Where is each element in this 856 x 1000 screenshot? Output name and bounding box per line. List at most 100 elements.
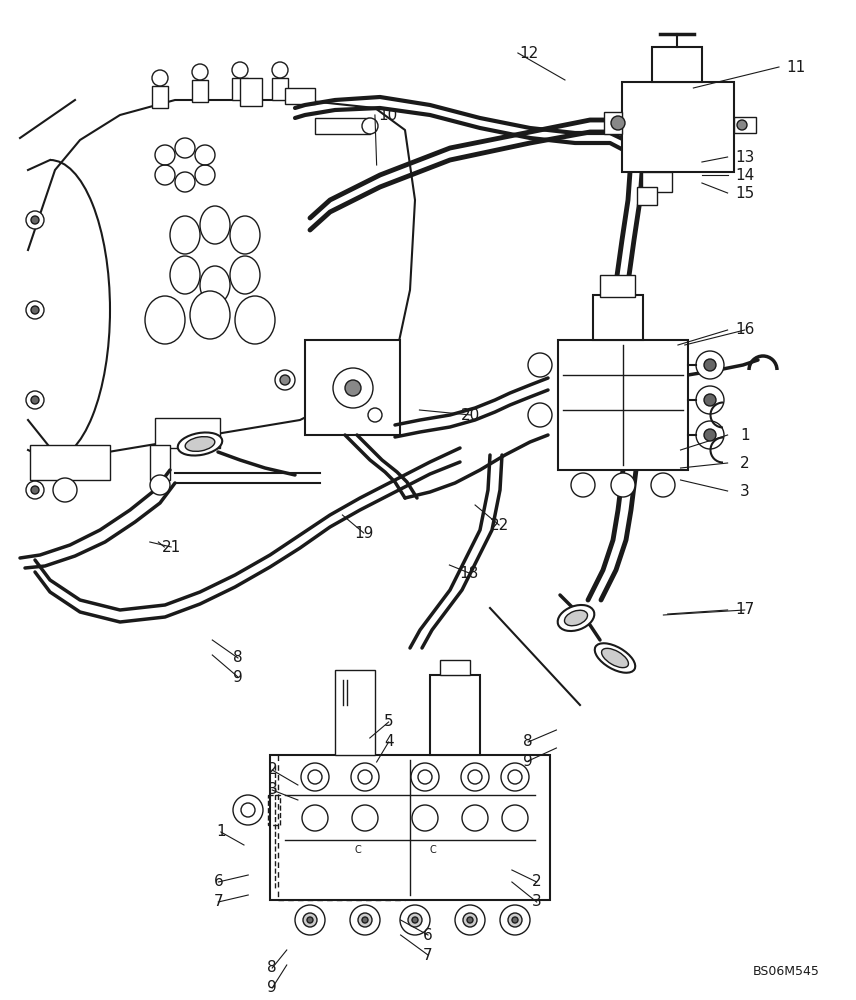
Bar: [642, 172, 672, 192]
Circle shape: [528, 403, 552, 427]
Bar: [622, 82, 734, 172]
Text: 12: 12: [520, 45, 538, 60]
Text: 22: 22: [490, 518, 508, 532]
Text: 1: 1: [740, 428, 750, 442]
Circle shape: [704, 394, 716, 406]
Text: 2: 2: [267, 762, 277, 778]
Circle shape: [303, 913, 317, 927]
Bar: [430, 675, 480, 755]
Bar: [155, 418, 220, 448]
Circle shape: [31, 216, 39, 224]
Ellipse shape: [564, 610, 587, 626]
Text: 8: 8: [523, 734, 533, 750]
Circle shape: [611, 473, 635, 497]
Circle shape: [704, 359, 716, 371]
Circle shape: [280, 375, 290, 385]
Text: BS06M545: BS06M545: [753, 965, 820, 978]
Bar: [285, 88, 315, 104]
Text: 15: 15: [735, 186, 754, 200]
Circle shape: [351, 763, 379, 791]
Bar: [604, 112, 622, 134]
Bar: [268, 795, 280, 825]
Text: 18: 18: [460, 566, 479, 580]
Text: 7: 7: [213, 894, 223, 910]
Bar: [335, 670, 375, 755]
Text: C: C: [354, 845, 361, 855]
Circle shape: [152, 70, 168, 86]
Circle shape: [302, 805, 328, 831]
Circle shape: [512, 917, 518, 923]
Text: 6: 6: [213, 874, 223, 890]
Circle shape: [462, 805, 488, 831]
Circle shape: [272, 62, 288, 78]
Circle shape: [362, 118, 378, 134]
Ellipse shape: [235, 296, 275, 344]
Text: 8: 8: [267, 960, 277, 976]
Circle shape: [408, 913, 422, 927]
Text: 2: 2: [532, 874, 542, 890]
Bar: [558, 340, 688, 470]
Ellipse shape: [602, 648, 628, 668]
Circle shape: [467, 917, 473, 923]
Bar: [305, 340, 400, 435]
Circle shape: [611, 116, 625, 130]
Circle shape: [233, 795, 263, 825]
Circle shape: [26, 391, 44, 409]
Text: 5: 5: [383, 714, 394, 730]
Ellipse shape: [170, 216, 200, 254]
Ellipse shape: [145, 296, 185, 344]
Circle shape: [26, 211, 44, 229]
Bar: [192, 80, 208, 102]
Text: 7: 7: [423, 948, 433, 962]
Circle shape: [350, 905, 380, 935]
Circle shape: [275, 370, 295, 390]
Text: 3: 3: [267, 782, 277, 798]
Text: 2: 2: [740, 456, 750, 471]
Circle shape: [704, 429, 716, 441]
Text: 10: 10: [378, 107, 397, 122]
Circle shape: [500, 905, 530, 935]
Text: 8: 8: [233, 650, 243, 666]
Circle shape: [241, 803, 255, 817]
Text: 9: 9: [267, 980, 277, 996]
Text: 21: 21: [162, 540, 181, 554]
Bar: [593, 295, 643, 340]
Bar: [30, 445, 110, 480]
Circle shape: [333, 368, 373, 408]
Circle shape: [412, 917, 418, 923]
Circle shape: [571, 473, 595, 497]
Ellipse shape: [200, 206, 230, 244]
Ellipse shape: [230, 256, 260, 294]
Circle shape: [411, 763, 439, 791]
Bar: [232, 78, 248, 100]
Ellipse shape: [185, 437, 215, 451]
Text: 16: 16: [735, 322, 754, 338]
Circle shape: [301, 763, 329, 791]
Ellipse shape: [557, 605, 594, 631]
Circle shape: [31, 396, 39, 404]
Ellipse shape: [170, 256, 200, 294]
Bar: [240, 78, 262, 106]
Ellipse shape: [178, 432, 223, 456]
Polygon shape: [28, 100, 415, 460]
Ellipse shape: [595, 643, 635, 673]
Circle shape: [352, 805, 378, 831]
Text: 9: 9: [523, 754, 533, 768]
Text: 19: 19: [354, 526, 373, 540]
Circle shape: [232, 62, 248, 78]
Circle shape: [358, 913, 372, 927]
Bar: [734, 117, 756, 133]
Circle shape: [737, 120, 747, 130]
Circle shape: [31, 306, 39, 314]
Text: 17: 17: [735, 602, 754, 617]
Text: 9: 9: [233, 670, 243, 684]
Bar: [440, 660, 470, 675]
Circle shape: [53, 478, 77, 502]
Text: 14: 14: [735, 167, 754, 182]
Text: 3: 3: [740, 484, 750, 498]
Circle shape: [295, 905, 325, 935]
Circle shape: [345, 380, 361, 396]
Circle shape: [26, 481, 44, 499]
Ellipse shape: [200, 266, 230, 304]
Bar: [600, 275, 635, 297]
